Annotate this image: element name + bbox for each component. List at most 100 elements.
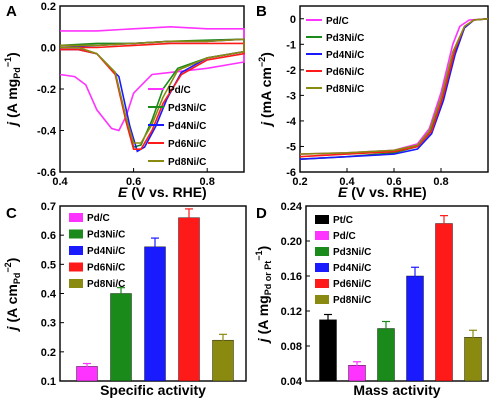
panel-c-legend-swatch-pd6ni-c	[69, 262, 83, 272]
panel-c-bar-pd8ni-c	[212, 339, 234, 382]
panel-c-legend-label-pd4ni-c: Pd4Ni/C	[87, 246, 125, 257]
panel-b-xlabel: E (V vs. RHE)	[338, 184, 427, 200]
panel-d-legend-label-pd3ni-c: Pd3Ni/C	[333, 247, 371, 258]
panel-d-legend-swatch-pd3ni-c	[315, 247, 329, 256]
panel-c-legend: Pd/C Pd3Ni/C Pd4Ni/C Pd6Ni/C Pd8Ni/C	[69, 213, 125, 290]
panel-a-xlabel: E (V vs. RHE)	[118, 184, 207, 200]
panel-d-legend-label-pt-c: Pt/C	[333, 215, 353, 226]
panel-c-ticks: 0.1 0.2 0.3 0.4 0.5 0.6 0.7	[41, 201, 64, 388]
panel-d-ytick-label: 0.04	[281, 376, 303, 388]
panel-a-xtick-label: 0.6	[126, 176, 141, 188]
panel-d-legend-swatch-pt-c	[315, 215, 329, 224]
panel-d-legend: Pt/C Pd/C Pd3Ni/C Pd4Ni/C Pd6Ni/C Pd8Ni/C	[315, 215, 371, 306]
panel-b-ytick-label: -2	[286, 65, 296, 77]
panel-c-ytick-label: 0.2	[41, 347, 56, 359]
panel-d-ticks: 0.04 0.08 0.12 0.16 0.20 0.24	[281, 201, 310, 388]
panel-d-legend-swatch-pd4ni-c	[315, 263, 329, 272]
panel-c-ylabel: j (A cmPd−2)	[3, 258, 22, 333]
panel-a-curves	[59, 25, 245, 153]
panel-b-ytick-label: -6	[286, 167, 296, 179]
panel-d-bar-pd4ni-c	[406, 275, 424, 382]
panel-b-ytick-label: -5	[286, 141, 296, 153]
panel-a-series-pd8ni-c	[60, 38, 245, 144]
panel-b-legend-label-pd3ni-c: Pd3Ni/C	[326, 33, 364, 44]
panel-d-ytick-label: 0.12	[281, 306, 302, 318]
panel-label-c: C	[6, 205, 17, 222]
panel-c-bar-pd4ni-c	[144, 246, 166, 382]
panel-b-ytick-label: -4	[286, 116, 297, 128]
panel-c-ytick-label: 0.6	[41, 230, 56, 242]
panel-d-ytick-label: 0.24	[281, 201, 303, 213]
panel-d-ytick-label: 0.16	[281, 271, 302, 283]
panel-a-ytick-label: 0.2	[41, 1, 56, 13]
panel-c-ytick-label: 0.1	[41, 376, 56, 388]
panel-c-legend-label-pd6ni-c: Pd6Ni/C	[87, 263, 125, 274]
panel-a-legend-label-pd8ni-c: Pd8Ni/C	[168, 157, 206, 168]
panel-d-legend-label-pd-c: Pd/C	[333, 231, 356, 242]
panel-c-ytick-label: 0.7	[41, 201, 56, 213]
panel-d-bars	[319, 215, 482, 382]
panel-b-ytick-label: 0	[290, 14, 296, 26]
panel-b-legend-label-pd6ni-c: Pd6Ni/C	[326, 67, 364, 78]
panel-a-ylabel: j (A mgPd−1)	[3, 52, 22, 127]
panel-c-bar-chart: 0.1 0.2 0.3 0.4 0.5 0.6 0.7 Pd/C Pd3Ni/C Pd4Ni/C…	[3, 201, 247, 398]
panel-c-legend-swatch-pd8ni-c	[69, 279, 83, 288]
panel-d-frame	[305, 205, 489, 382]
panel-c-ytick-label: 0.4	[41, 289, 57, 301]
panel-b-series-pd8ni-c	[299, 18, 489, 155]
panel-a-ytick-label: -0.2	[37, 84, 56, 96]
panel-d-bar-pd6ni-c	[435, 223, 453, 382]
panel-b-ticks: -6 -5 -4 -3 -2 -1 0 0.2 0.4 0.6 0.8	[286, 14, 448, 188]
panel-c-legend-label-pd3ni-c: Pd3Ni/C	[87, 230, 125, 241]
panel-b-xtick-label: 0.2	[292, 176, 307, 188]
panel-a-legend: Pd/C Pd3Ni/C Pd4Ni/C Pd6Ni/C Pd8Ni/C	[148, 85, 206, 168]
panel-c-bar-pd6ni-c	[178, 217, 200, 382]
panel-b-ytick-label: -3	[286, 90, 296, 102]
panel-a-xtick-label: 0.8	[200, 176, 215, 188]
panel-c-bars	[76, 208, 234, 382]
panel-c-legend-swatch-pd-c	[69, 213, 83, 222]
panel-a-ytick-label: -0.4	[37, 126, 57, 138]
panel-a-legend-label-pd4ni-c: Pd4Ni/C	[168, 121, 206, 132]
panel-a-legend-label-pd3ni-c: Pd3Ni/C	[168, 103, 206, 114]
panel-a-ticks: -0.6 -0.4 -0.2 0.0 0.2 0.4 0.6 0.8	[37, 1, 215, 188]
panel-d-ytick-label: 0.08	[281, 341, 302, 353]
panel-d-legend-swatch-pd6ni-c	[315, 279, 329, 288]
panel-c-legend-label-pd-c: Pd/C	[87, 213, 110, 224]
panel-c-legend-label-pd8ni-c: Pd8Ni/C	[87, 279, 125, 290]
panel-label-a: A	[6, 3, 17, 20]
panel-d-legend-label-pd8ni-c: Pd8Ni/C	[333, 295, 371, 306]
panel-a-ytick-label: -0.6	[37, 167, 56, 179]
panel-b-legend: Pd/C Pd3Ni/C Pd4Ni/C Pd6Ni/C Pd8Ni/C	[306, 16, 364, 95]
panel-c-bar-pd3ni-c	[110, 293, 132, 382]
panel-a-series-pd6ni-c	[60, 42, 245, 150]
panel-a-legend-label-pd6ni-c: Pd6Ni/C	[168, 139, 206, 150]
panel-d-ylabel: j (A mgPd or Pt−1)	[254, 246, 273, 344]
panel-d-bar-chart: 0.04 0.08 0.12 0.16 0.20 0.24 Pt/C Pd/C Pd3Ni/C…	[254, 201, 489, 398]
panel-d-bar-pt-c	[319, 319, 337, 382]
panel-b-legend-label-pd4ni-c: Pd4Ni/C	[326, 50, 364, 61]
panel-b-legend-label-pd8ni-c: Pd8Ni/C	[326, 84, 364, 95]
panel-b-legend-label-pd-c: Pd/C	[326, 16, 349, 27]
panel-d-title: Mass activity	[353, 382, 440, 398]
panel-b-curves	[299, 18, 489, 160]
panel-label-b: B	[256, 3, 267, 20]
panel-b-xtick-label: 0.8	[433, 176, 448, 188]
panel-a-cv-chart: -0.6-0.4-0.20.00.20.4 0.6 0.8 Pd/CPd3Ni/CP…	[3, 1, 245, 200]
panel-c-legend-swatch-pd3ni-c	[69, 229, 83, 239]
panel-d-legend-label-pd6ni-c: Pd6Ni/C	[333, 279, 371, 290]
panel-a-ytick-label: 0.0	[41, 43, 56, 55]
panel-c-ytick-label: 0.5	[41, 259, 56, 271]
panel-c-legend-swatch-pd4ni-c	[69, 246, 83, 255]
panel-b-ylabel: j (mA cm−2)	[257, 52, 274, 128]
panel-c-title: Specific activity	[100, 382, 206, 398]
panel-label-d: D	[256, 205, 267, 222]
panel-b-xtick-label: 0.4	[339, 176, 355, 188]
panel-d-legend-label-pd4ni-c: Pd4Ni/C	[333, 263, 371, 274]
panel-d-bar-pd3ni-c	[377, 328, 395, 382]
panel-b-ytick-label: -1	[286, 39, 296, 51]
panel-d-ytick-label: 0.20	[281, 236, 302, 248]
panel-b-xtick-label: 0.6	[386, 176, 401, 188]
panel-a-xtick-label: 0.4	[52, 176, 68, 188]
